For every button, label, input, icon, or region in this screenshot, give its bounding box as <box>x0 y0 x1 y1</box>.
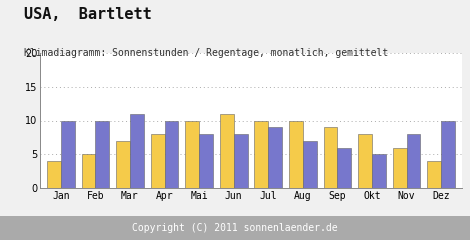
Bar <box>254 120 268 188</box>
Bar <box>220 114 234 188</box>
Bar <box>130 114 144 188</box>
Text: USA,  Bartlett: USA, Bartlett <box>24 7 151 22</box>
Bar <box>268 127 282 188</box>
Bar <box>372 154 386 188</box>
Bar <box>393 148 407 188</box>
Bar <box>303 141 317 188</box>
Bar <box>337 148 351 188</box>
Bar <box>358 134 372 188</box>
Bar <box>151 134 164 188</box>
Bar <box>407 134 421 188</box>
Bar <box>47 161 61 188</box>
Bar <box>289 120 303 188</box>
Bar <box>81 154 95 188</box>
Text: Copyright (C) 2011 sonnenlaender.de: Copyright (C) 2011 sonnenlaender.de <box>132 223 338 233</box>
Bar <box>441 120 455 188</box>
Bar <box>199 134 213 188</box>
Bar <box>95 120 109 188</box>
Bar <box>61 120 75 188</box>
Bar <box>116 141 130 188</box>
Bar <box>324 127 337 188</box>
Legend: Sonnenstunden / Tag, Regentage / Monat: Sonnenstunden / Tag, Regentage / Monat <box>119 231 383 240</box>
Text: Klimadiagramm: Sonnenstunden / Regentage, monatlich, gemittelt: Klimadiagramm: Sonnenstunden / Regentage… <box>24 48 388 58</box>
Bar <box>234 134 248 188</box>
Bar <box>427 161 441 188</box>
Bar <box>164 120 178 188</box>
Bar <box>185 120 199 188</box>
